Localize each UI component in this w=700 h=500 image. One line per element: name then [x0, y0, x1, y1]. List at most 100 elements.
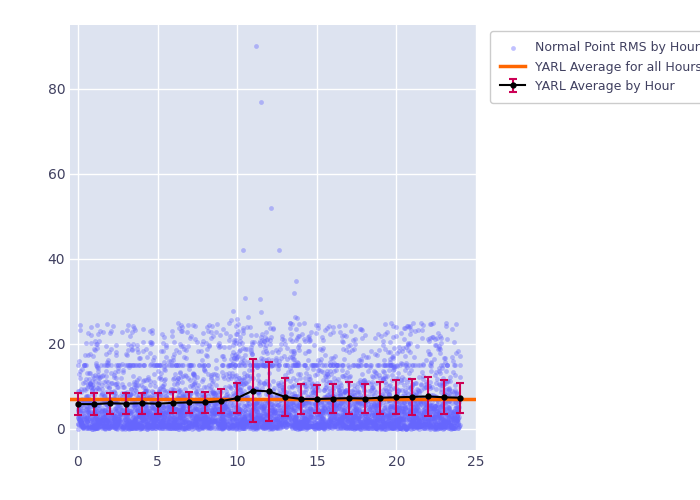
Normal Point RMS by Hour	[355, 418, 366, 426]
Normal Point RMS by Hour	[215, 396, 226, 404]
Normal Point RMS by Hour	[386, 416, 398, 424]
Normal Point RMS by Hour	[185, 334, 196, 342]
Normal Point RMS by Hour	[203, 398, 214, 406]
Normal Point RMS by Hour	[82, 404, 93, 411]
Normal Point RMS by Hour	[83, 408, 94, 416]
Normal Point RMS by Hour	[375, 332, 386, 340]
Normal Point RMS by Hour	[86, 400, 97, 408]
Normal Point RMS by Hour	[421, 409, 433, 417]
Normal Point RMS by Hour	[370, 424, 382, 432]
Normal Point RMS by Hour	[113, 368, 124, 376]
Normal Point RMS by Hour	[122, 361, 133, 369]
Normal Point RMS by Hour	[212, 418, 223, 426]
Normal Point RMS by Hour	[194, 400, 205, 408]
Normal Point RMS by Hour	[424, 416, 435, 424]
Normal Point RMS by Hour	[408, 419, 419, 427]
Normal Point RMS by Hour	[216, 422, 228, 430]
Normal Point RMS by Hour	[357, 382, 368, 390]
Normal Point RMS by Hour	[227, 422, 238, 430]
Normal Point RMS by Hour	[369, 414, 380, 422]
Normal Point RMS by Hour	[418, 402, 429, 410]
Normal Point RMS by Hour	[295, 390, 306, 398]
Normal Point RMS by Hour	[244, 361, 255, 369]
Normal Point RMS by Hour	[393, 421, 404, 429]
Normal Point RMS by Hour	[109, 396, 120, 404]
Normal Point RMS by Hour	[122, 405, 133, 413]
Normal Point RMS by Hour	[218, 416, 230, 424]
Normal Point RMS by Hour	[174, 386, 185, 394]
Normal Point RMS by Hour	[241, 418, 253, 426]
Normal Point RMS by Hour	[328, 404, 339, 412]
Normal Point RMS by Hour	[416, 397, 427, 405]
Normal Point RMS by Hour	[285, 406, 296, 413]
Normal Point RMS by Hour	[369, 411, 380, 419]
Normal Point RMS by Hour	[234, 393, 246, 401]
Normal Point RMS by Hour	[97, 398, 108, 406]
Normal Point RMS by Hour	[314, 345, 326, 353]
Normal Point RMS by Hour	[338, 394, 349, 402]
Normal Point RMS by Hour	[110, 404, 121, 412]
Normal Point RMS by Hour	[374, 392, 385, 400]
Normal Point RMS by Hour	[265, 333, 276, 341]
Normal Point RMS by Hour	[300, 361, 311, 369]
Normal Point RMS by Hour	[308, 416, 319, 424]
Normal Point RMS by Hour	[240, 420, 251, 428]
Normal Point RMS by Hour	[449, 388, 460, 396]
Normal Point RMS by Hour	[426, 416, 437, 424]
Normal Point RMS by Hour	[393, 386, 405, 394]
Normal Point RMS by Hour	[225, 412, 236, 420]
Normal Point RMS by Hour	[273, 420, 284, 428]
Normal Point RMS by Hour	[162, 410, 173, 418]
Normal Point RMS by Hour	[79, 398, 90, 406]
Normal Point RMS by Hour	[326, 354, 337, 362]
Normal Point RMS by Hour	[340, 386, 351, 394]
Normal Point RMS by Hour	[399, 422, 410, 430]
Normal Point RMS by Hour	[288, 406, 299, 414]
Normal Point RMS by Hour	[440, 404, 452, 412]
Normal Point RMS by Hour	[295, 419, 307, 427]
Normal Point RMS by Hour	[330, 420, 341, 428]
Normal Point RMS by Hour	[412, 422, 423, 430]
Normal Point RMS by Hour	[418, 400, 429, 408]
Normal Point RMS by Hour	[108, 371, 120, 379]
Normal Point RMS by Hour	[287, 417, 298, 425]
Normal Point RMS by Hour	[423, 391, 434, 399]
Normal Point RMS by Hour	[265, 410, 276, 418]
Normal Point RMS by Hour	[385, 358, 396, 366]
Normal Point RMS by Hour	[452, 420, 463, 428]
Normal Point RMS by Hour	[413, 418, 424, 426]
Normal Point RMS by Hour	[188, 410, 199, 418]
Normal Point RMS by Hour	[379, 424, 390, 432]
Normal Point RMS by Hour	[280, 422, 291, 430]
Normal Point RMS by Hour	[224, 392, 235, 400]
Normal Point RMS by Hour	[348, 385, 359, 393]
Normal Point RMS by Hour	[311, 421, 322, 429]
Normal Point RMS by Hour	[360, 396, 372, 404]
Normal Point RMS by Hour	[158, 410, 169, 418]
Normal Point RMS by Hour	[100, 400, 111, 408]
Normal Point RMS by Hour	[141, 409, 153, 417]
Normal Point RMS by Hour	[86, 410, 97, 418]
Normal Point RMS by Hour	[353, 406, 364, 413]
Normal Point RMS by Hour	[427, 414, 438, 422]
Normal Point RMS by Hour	[152, 410, 163, 418]
Normal Point RMS by Hour	[248, 402, 260, 410]
Normal Point RMS by Hour	[450, 395, 461, 403]
Normal Point RMS by Hour	[248, 405, 259, 413]
Normal Point RMS by Hour	[273, 424, 284, 432]
Normal Point RMS by Hour	[333, 412, 344, 420]
Normal Point RMS by Hour	[88, 414, 99, 422]
Normal Point RMS by Hour	[136, 394, 148, 402]
Normal Point RMS by Hour	[144, 415, 155, 423]
Normal Point RMS by Hour	[286, 393, 297, 401]
Normal Point RMS by Hour	[361, 422, 372, 430]
Normal Point RMS by Hour	[211, 328, 222, 336]
Normal Point RMS by Hour	[243, 416, 254, 424]
Normal Point RMS by Hour	[302, 378, 314, 386]
Normal Point RMS by Hour	[286, 320, 297, 328]
Normal Point RMS by Hour	[111, 420, 122, 428]
Normal Point RMS by Hour	[210, 380, 221, 388]
Normal Point RMS by Hour	[382, 420, 393, 428]
Normal Point RMS by Hour	[272, 411, 283, 419]
Normal Point RMS by Hour	[88, 345, 99, 353]
